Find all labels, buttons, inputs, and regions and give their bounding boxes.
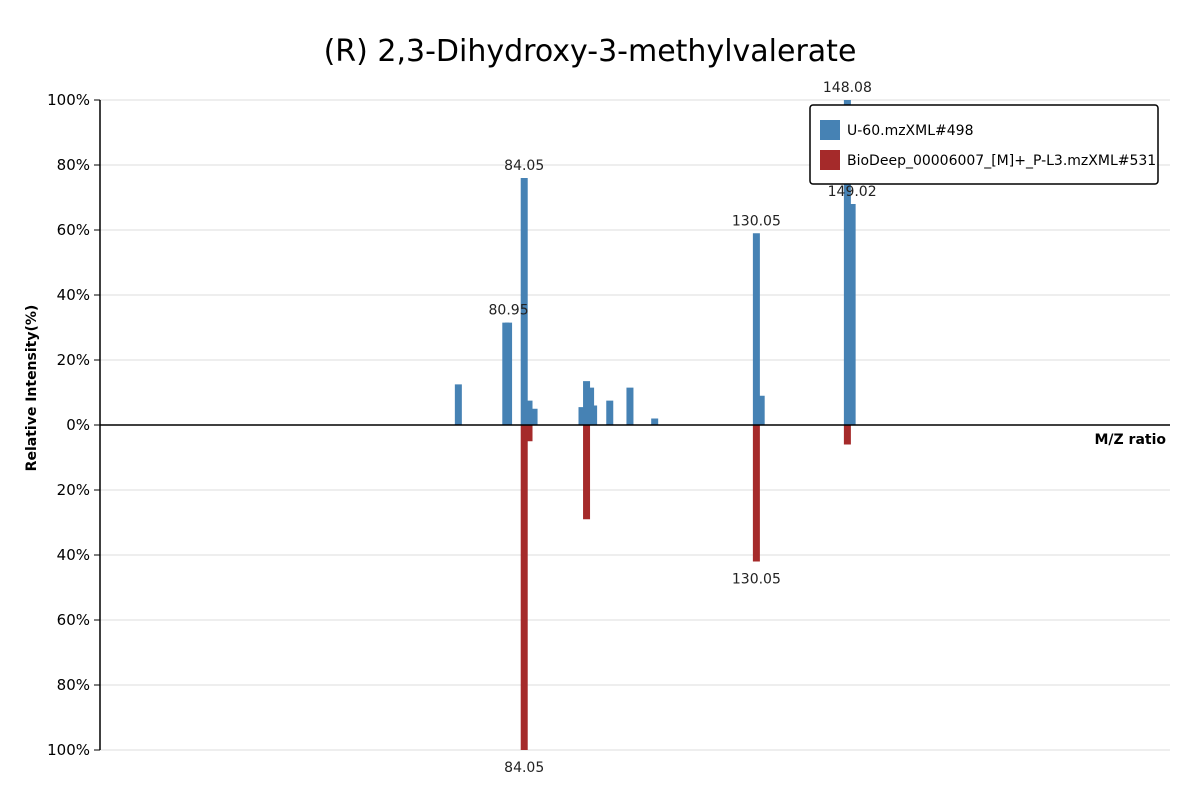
legend-label-reference: BioDeep_00006007_[M]+_P-L3.mzXML#531 — [847, 153, 1156, 169]
peak-bar — [626, 387, 634, 425]
peak-bar — [843, 100, 851, 425]
y-tick-label: 0% — [66, 416, 90, 434]
legend: U-60.mzXML#498 BioDeep_00006007_[M]+_P-L… — [809, 104, 1159, 185]
peak-bar — [505, 322, 513, 425]
peak-bar — [651, 418, 659, 425]
x-axis-label: M/Z ratio — [1094, 432, 1166, 448]
peak-bar — [454, 384, 462, 425]
peak-bar — [583, 425, 591, 520]
y-tick-label: 20% — [57, 481, 90, 499]
peak-bar — [848, 204, 856, 425]
y-tick-label: 100% — [47, 91, 90, 109]
peak-bar — [520, 178, 528, 425]
peak-label: 84.05 — [504, 158, 544, 174]
y-tick-label: 40% — [57, 286, 90, 304]
y-tick-label: 20% — [57, 351, 90, 369]
peak-label: 149.02 — [828, 184, 877, 200]
peak-bar — [525, 400, 533, 425]
y-tick-label: 100% — [47, 741, 90, 759]
peak-bar — [578, 407, 586, 425]
peak-bar — [590, 405, 598, 425]
peak-label: 130.05 — [732, 572, 781, 588]
y-tick-label: 80% — [57, 676, 90, 694]
grid — [100, 99, 1170, 751]
y-tick-label: 60% — [57, 221, 90, 239]
legend-swatch-reference — [820, 150, 840, 170]
peaks — [454, 100, 856, 750]
legend-box — [809, 104, 1159, 185]
peak-bar — [757, 395, 765, 425]
legend-swatch-query — [820, 120, 840, 140]
peak-label: 148.08 — [823, 80, 872, 96]
peak-label: 84.05 — [504, 760, 544, 776]
peak-label: 130.05 — [732, 213, 781, 229]
peak-bar — [606, 400, 614, 425]
peak-bar — [752, 233, 760, 425]
peak-bar — [530, 408, 538, 425]
y-axis-label: Relative Intensity(%) — [24, 305, 40, 472]
peak-bar — [583, 381, 591, 425]
axes — [99, 100, 1170, 750]
y-tick-label: 80% — [57, 156, 90, 174]
chart-title: (R) 2,3-Dihydroxy-3-methylvalerate — [324, 34, 857, 69]
y-ticks: 100% 80% 60% 40% 20% 0% 20% 40% 60% 80% 100% — [47, 91, 100, 759]
peak-bar — [525, 425, 533, 442]
peak-bar — [843, 425, 851, 445]
peak-bar — [752, 425, 760, 562]
peak-label: 80.95 — [489, 303, 529, 319]
y-tick-label: 60% — [57, 611, 90, 629]
peak-bar — [520, 425, 528, 750]
y-tick-label: 40% — [57, 546, 90, 564]
peak-labels: 80.95 84.05 130.05 148.08 149.02 84.05 130.05 — [489, 80, 877, 776]
legend-label-query: U-60.mzXML#498 — [847, 123, 973, 139]
